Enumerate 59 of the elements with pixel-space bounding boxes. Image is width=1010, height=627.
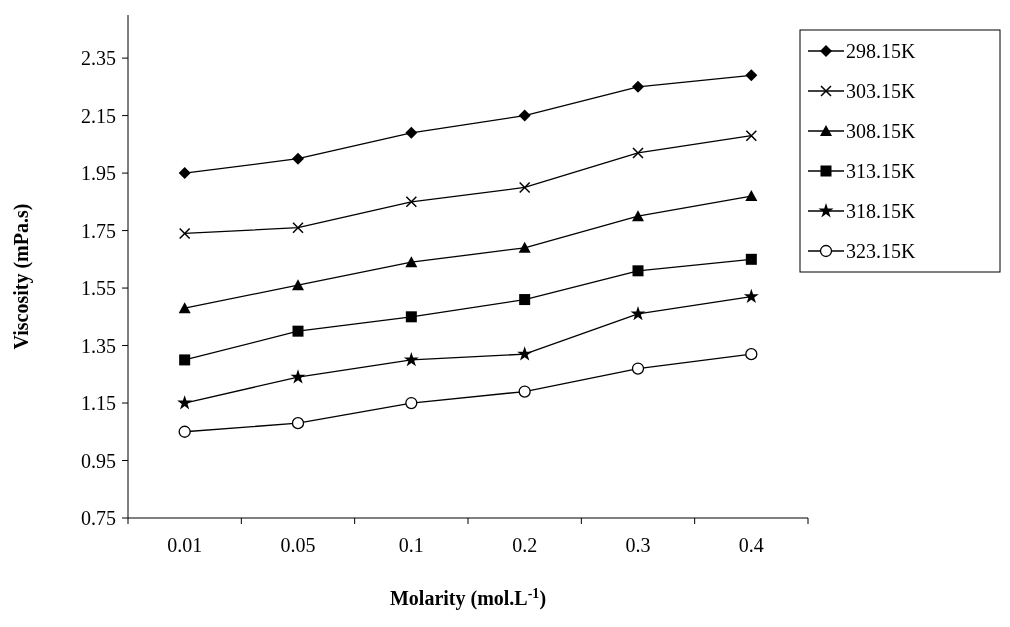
point [518,385,531,398]
point [405,126,418,139]
point [178,167,191,180]
point [405,396,418,410]
y-axis-title: Viscosity (mPa.s) [10,203,33,350]
y-tick-label: 1.15 [81,392,116,415]
point [517,346,533,361]
y-tick-label: 0.75 [81,507,116,529]
point [178,302,191,314]
point [630,306,646,321]
point [743,288,759,304]
point [291,417,305,430]
point [631,362,645,375]
point [177,395,193,410]
legend-label: 323.15K [846,240,916,262]
x-tick-label: 0.1 [398,534,424,556]
point [292,152,304,165]
point [745,69,758,82]
point [632,147,644,159]
point [292,221,304,234]
point [405,196,418,208]
point [403,352,419,367]
y-tick-label: 2.35 [81,47,116,70]
point [178,227,191,240]
legend-label: 318.15K [846,200,916,222]
y-tick-label: 1.75 [81,219,116,242]
point [745,129,758,142]
x-tick-label: 0.2 [512,534,538,556]
point [292,325,304,337]
point [518,241,531,253]
x-tick-label: 0.4 [738,534,764,556]
point [745,190,758,202]
y-tick-label: 0.95 [81,449,116,472]
legend-label: 303.15K [846,80,916,102]
point [632,80,644,93]
point [632,210,644,222]
point [405,256,418,268]
y-tick-label: 1.55 [81,277,116,300]
point [178,425,191,438]
legend-label: 308.15K [846,120,916,142]
x-tick-label: 0.05 [280,534,316,556]
legend-label: 298.15K [846,40,916,62]
point [292,279,304,291]
y-tick-label: 2.15 [81,104,116,127]
x-tick-label: 0.3 [625,534,651,556]
point [518,181,531,194]
x-tick-label: 0.01 [167,534,203,556]
y-tick-label: 1.35 [81,334,116,357]
point [745,253,757,265]
point [405,311,417,323]
point [745,348,758,361]
point [632,265,644,277]
point [290,369,306,384]
x-axis-title: Molarity (mol.L$^{-1}$) [389,585,547,610]
legend-label: 313.15K [846,160,916,182]
point [518,109,531,122]
point [519,294,531,306]
point [179,354,191,366]
y-tick-label: 1.95 [81,162,116,185]
